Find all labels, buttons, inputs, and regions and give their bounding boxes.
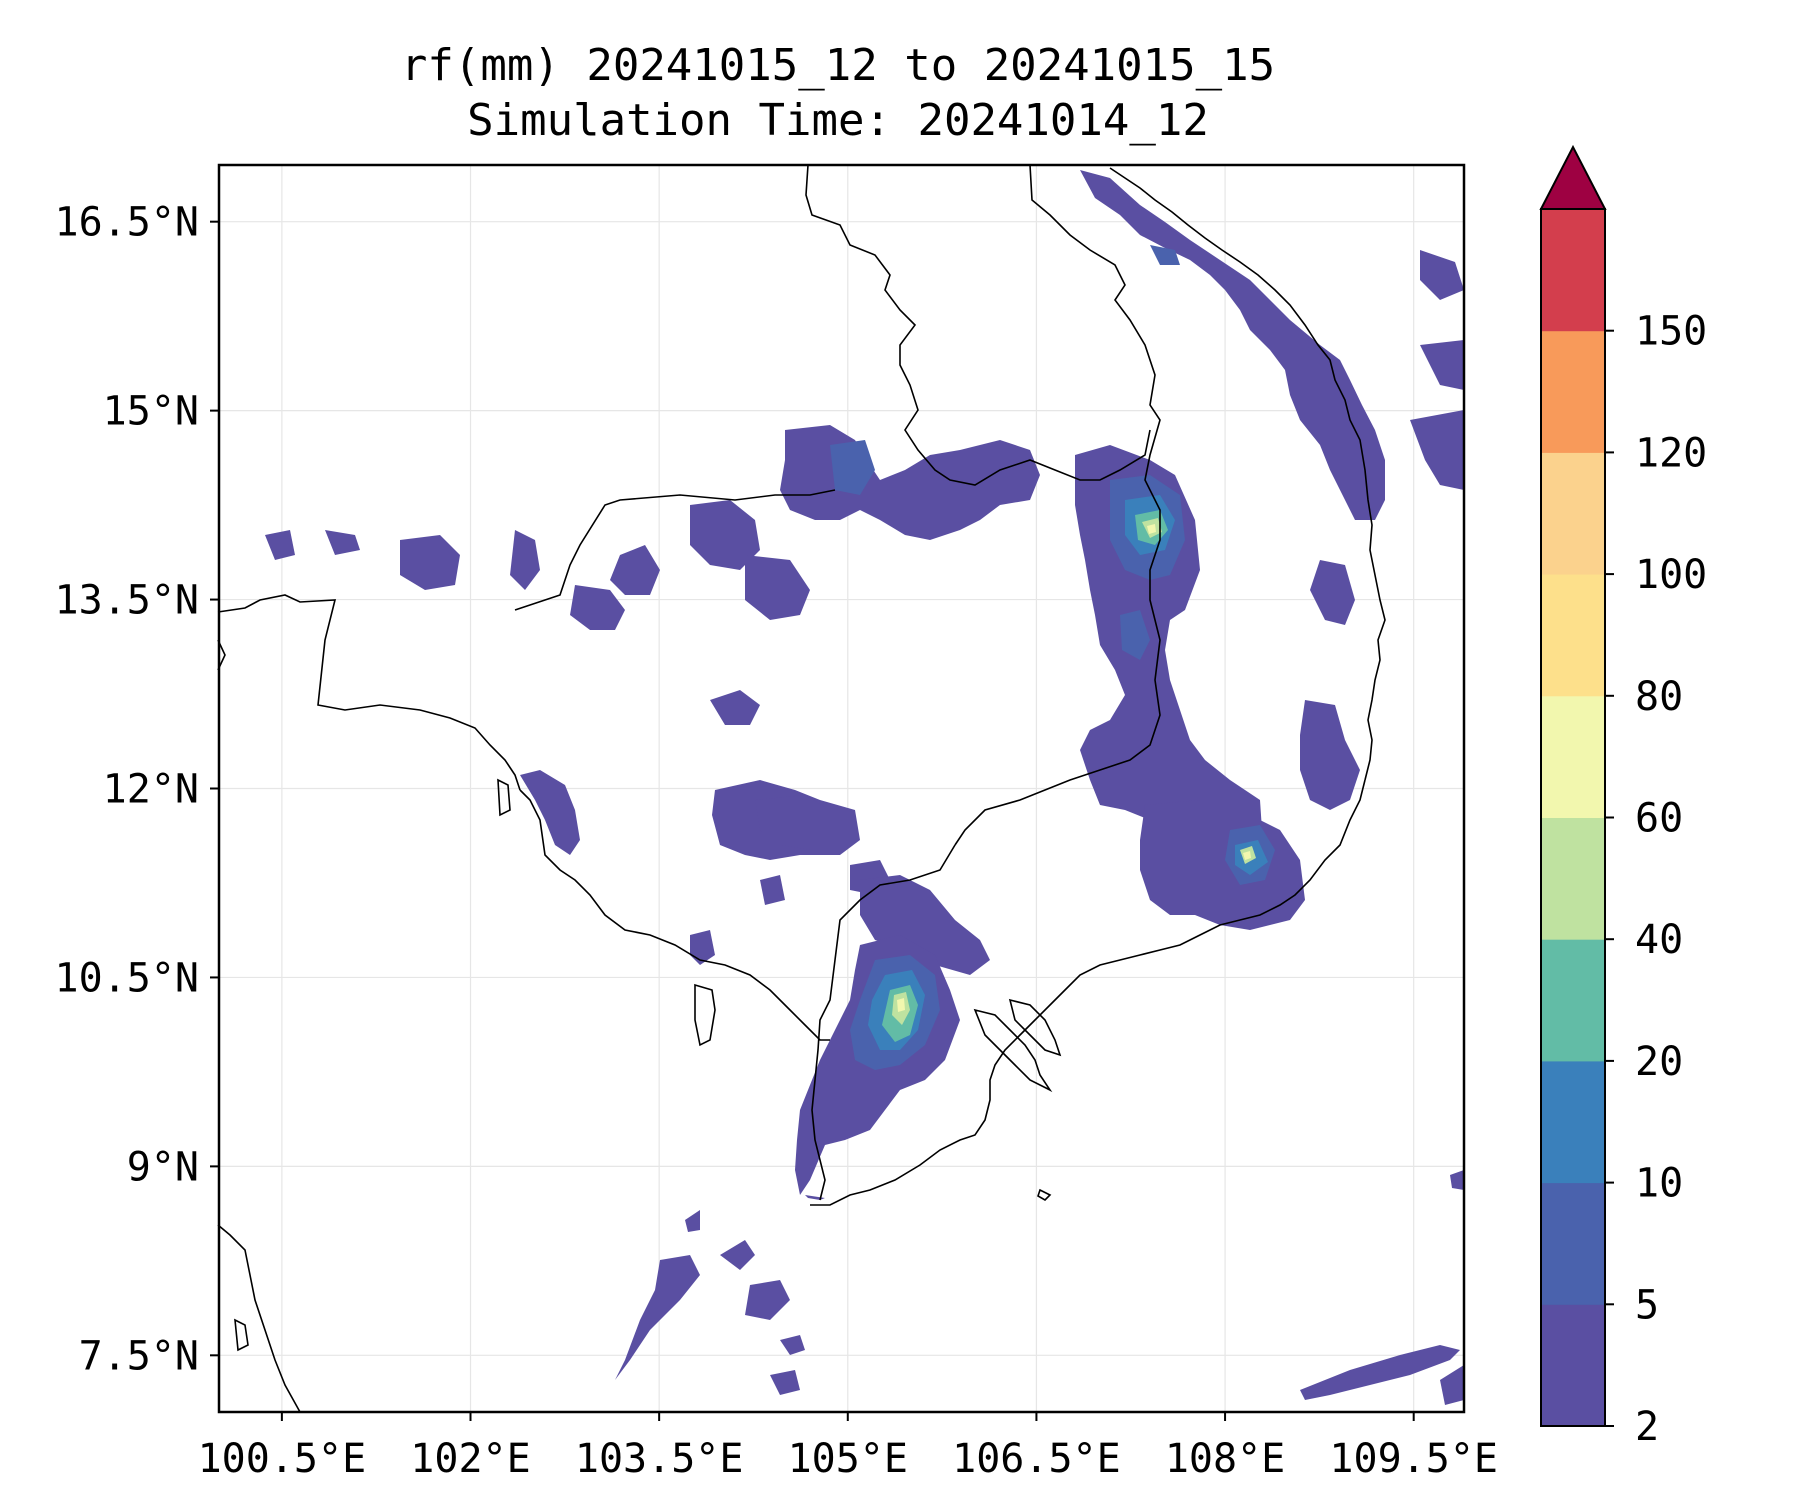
title-line-2: Simulation Time: 20241014_12 <box>467 95 1209 146</box>
colorbar-tick-label: 5 <box>1635 1282 1659 1328</box>
border-cambodia-vietnam-south <box>811 844 956 1201</box>
lon-tick-label: 109.5°E <box>1329 1436 1498 1482</box>
rain-cell-central-cambodia-3 <box>710 690 760 725</box>
rain-cell-gulf-south-3 <box>745 1280 790 1320</box>
rain-cell-thai-gulf-coast <box>520 770 580 855</box>
rain-cell-north-cambodia-3 <box>745 555 810 620</box>
rain-cell-north-cambodia <box>690 500 760 570</box>
coast-mekong-delta <box>810 779 1366 1206</box>
longitude-ticks: 100.5°E 102°E 103.5°E 105°E 106.5°E 108°E 109.… <box>198 1412 1498 1482</box>
coast-thailand-west <box>217 639 226 671</box>
rain-cell-cambodia-west <box>510 530 540 590</box>
island-southwest <box>234 1318 249 1352</box>
rain-cell-cambodia-south <box>690 930 715 965</box>
title-line-1: rf(mm) 20241015_12 to 20241015_15 <box>401 40 1275 91</box>
lon-tick-label: 105°E <box>788 1436 908 1482</box>
rain-cell-right-edge <box>1420 340 1464 390</box>
border-thailand-laos <box>805 164 1151 486</box>
lon-tick-label: 103.5°E <box>575 1436 744 1482</box>
rain-core-north-vietnam <box>1150 245 1180 265</box>
island-koh-kong <box>497 778 511 817</box>
rain-cell-north-cambodia-2 <box>610 545 660 595</box>
map-panel: 100.5°E 102°E 103.5°E 105°E 106.5°E 108°E 109.… <box>55 163 1498 1482</box>
rain-cell-east-coast-mid-2 <box>1310 560 1355 625</box>
lon-tick-label: 102°E <box>410 1436 530 1482</box>
colorbar-segment <box>1541 330 1605 453</box>
colorbar-tick-label: 80 <box>1635 674 1683 720</box>
mekong-river-mouth <box>973 1008 1053 1093</box>
rain-cell-thailand-west <box>400 535 460 590</box>
colorbar-segment <box>1541 574 1605 697</box>
coast-cambodia <box>519 789 830 1041</box>
rain-cell-southeast-sea-2 <box>1440 1365 1464 1405</box>
rain-cell-thailand-west-2 <box>265 530 295 560</box>
rain-cell-far-east <box>1450 1170 1464 1190</box>
rain-cell-north-cambodia-4 <box>570 585 625 630</box>
rain-cell-gulf-south <box>615 1255 700 1380</box>
colorbar-tick-label: 40 <box>1635 917 1683 963</box>
border-laos-vietnam <box>954 164 1161 846</box>
rain-cell-cambodia-center <box>755 795 830 850</box>
colorbar-tick-label: 20 <box>1635 1039 1683 1085</box>
colorbar-segment <box>1541 1060 1605 1184</box>
border-thailand-cambodia <box>217 594 521 791</box>
rain-core-central-highlands-2 <box>1120 610 1150 660</box>
colorbar-tick-label: 60 <box>1635 796 1683 842</box>
lat-tick-label: 10.5°N <box>55 955 200 1001</box>
lat-tick-label: 13.5°N <box>55 578 200 624</box>
rain-peak-southeast <box>1243 851 1251 860</box>
colorbar-tick-label: 2 <box>1635 1404 1659 1450</box>
lon-tick-label: 106.5°E <box>952 1436 1121 1482</box>
colorbar-extend-arrow <box>1539 144 1607 210</box>
con-dao-island <box>1037 1188 1052 1201</box>
rain-cell-cambodia-south-2 <box>760 875 785 905</box>
lat-tick-label: 15°N <box>103 389 199 435</box>
rain-cell-southeast-sea <box>1300 1345 1460 1400</box>
mekong-river-mouth-2 <box>1008 998 1062 1057</box>
lat-tick-label: 12°N <box>103 767 199 813</box>
colorbar-segment <box>1541 209 1605 332</box>
lat-tick-label: 7.5°N <box>79 1333 199 1379</box>
coast-thailand-gulf <box>217 1224 301 1413</box>
rain-cell-east-coast-mid <box>1300 700 1360 810</box>
rain-cell-north-vietnam <box>1080 170 1385 520</box>
colorbar-segment <box>1541 452 1605 575</box>
colorbar-segment <box>1541 939 1605 1062</box>
lat-tick-label: 16.5°N <box>55 200 200 246</box>
island-phu-quoc <box>694 983 716 1047</box>
rain-peak-highlands <box>1147 524 1156 534</box>
lat-tick-label: 9°N <box>127 1144 199 1190</box>
rain-cell-south-sea-2 <box>770 1370 800 1395</box>
rainfall-field <box>265 170 1464 1405</box>
latitude-ticks: 16.5°N 15°N 13.5°N 12°N 10.5°N 9°N 7.5°N <box>55 200 219 1379</box>
colorbar-segment <box>1541 695 1605 818</box>
lon-tick-label: 108°E <box>1165 1436 1285 1482</box>
coast-vietnam-east <box>1109 167 1386 781</box>
rain-cell-gulf <box>685 1210 700 1232</box>
colorbar: 2 5 10 20 40 60 80 100 120 150 <box>1539 144 1707 1450</box>
rain-cell-thailand-west-3 <box>325 530 360 555</box>
rain-cell-south-sea <box>780 1335 805 1355</box>
rain-cell-south-cambodia <box>860 875 990 975</box>
gridlines <box>219 165 1464 1412</box>
rain-cell-gulf-south-2 <box>720 1240 755 1270</box>
colorbar-tick-label: 150 <box>1635 309 1707 355</box>
rain-core-northeast-cambodia <box>830 440 875 495</box>
rainfall-level-60-80 <box>897 524 1251 1012</box>
rain-cell-right-edge-2 <box>1410 410 1464 490</box>
rain-cell-top-right <box>1420 250 1464 300</box>
rain-peak-mekong <box>897 998 905 1012</box>
border-cambodia-thailand-north <box>514 489 836 611</box>
colorbar-tick-label: 120 <box>1635 430 1707 476</box>
colorbar-tick-label: 10 <box>1635 1161 1683 1207</box>
colorbar-segment <box>1541 1304 1605 1427</box>
colorbar-segment <box>1541 817 1605 940</box>
lon-tick-label: 100.5°E <box>198 1436 367 1482</box>
coastlines-and-borders <box>217 164 1386 1413</box>
colorbar-segment <box>1541 1182 1605 1305</box>
colorbar-tick-label: 100 <box>1635 552 1707 598</box>
